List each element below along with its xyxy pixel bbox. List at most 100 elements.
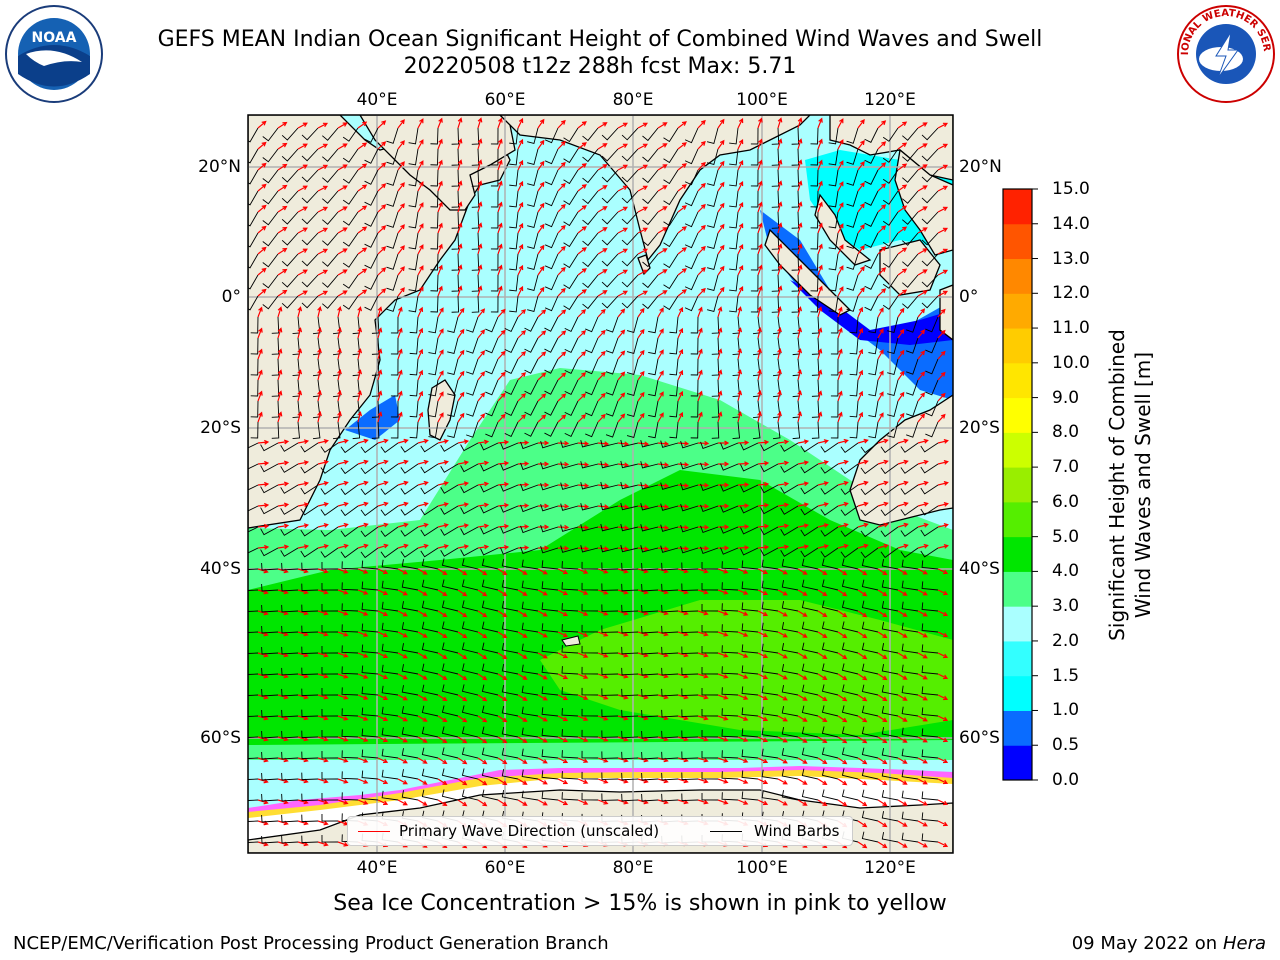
wave-direction-arrow <box>777 138 783 150</box>
wave-direction-arrow <box>717 327 723 339</box>
wave-direction-arrow <box>377 778 389 785</box>
wave-direction-arrow <box>597 350 606 360</box>
wave-direction-arrow <box>577 525 590 530</box>
wind-barb <box>466 316 479 333</box>
wave-direction-arrow <box>697 440 710 446</box>
wave-direction-arrow <box>897 522 909 528</box>
wave-direction-arrow <box>277 327 283 339</box>
wind-barb <box>260 442 279 452</box>
wind-barb <box>761 769 779 780</box>
wind-barb <box>840 547 859 559</box>
wave-direction-arrow <box>897 247 908 255</box>
wind-barb <box>641 583 659 592</box>
wind-barb <box>864 127 879 143</box>
wave-direction-arrow <box>417 286 424 297</box>
wave-direction-arrow <box>577 205 587 213</box>
wave-direction-arrow <box>497 460 510 466</box>
wave-direction-arrow <box>837 327 843 339</box>
wind-barb <box>900 547 919 558</box>
wave-direction-arrow <box>377 120 387 129</box>
wind-barb <box>741 644 759 654</box>
wave-direction-arrow <box>677 247 687 255</box>
wave-direction-arrow <box>697 673 709 679</box>
wind-barb <box>791 148 800 166</box>
wind-barb <box>471 295 480 313</box>
colorbar-label-line1: Significant Height of Combined <box>1105 329 1129 641</box>
wind-barb <box>711 379 720 397</box>
wind-barb <box>380 463 399 475</box>
wind-barb <box>341 645 359 654</box>
wind-barb <box>642 169 659 184</box>
wind-barb <box>681 688 699 696</box>
wave-direction-arrow <box>357 778 369 784</box>
wind-barb <box>621 253 639 267</box>
wind-barb <box>781 622 799 633</box>
wind-barb <box>248 127 259 143</box>
wave-direction-arrow <box>277 184 288 192</box>
wave-direction-arrow <box>857 203 865 213</box>
wave-direction-arrow <box>937 652 949 659</box>
wave-direction-arrow <box>457 370 465 381</box>
wind-barb <box>561 603 579 612</box>
wave-direction-arrow <box>897 799 908 806</box>
wave-direction-arrow <box>597 546 610 552</box>
wave-direction-arrow <box>397 652 408 659</box>
wave-direction-arrow <box>277 390 283 402</box>
wave-direction-arrow <box>837 181 844 192</box>
wind-barb <box>441 726 459 738</box>
wave-direction-arrow <box>837 778 848 786</box>
wave-direction-arrow <box>357 799 369 805</box>
wave-direction-arrow <box>757 502 770 508</box>
wave-direction-arrow <box>637 412 645 423</box>
wind-barb <box>921 253 939 267</box>
wave-direction-arrow <box>537 482 550 488</box>
wave-direction-arrow <box>777 439 790 445</box>
wave-direction-arrow <box>857 757 868 765</box>
wave-direction-arrow <box>337 459 349 465</box>
wave-direction-arrow <box>297 523 310 529</box>
wave-direction-arrow <box>317 694 329 700</box>
colorbar-segment <box>1003 223 1032 260</box>
wind-barb <box>706 169 719 187</box>
wind-barb <box>901 769 919 780</box>
colorbar-tick-label: 0.5 <box>1052 735 1080 756</box>
wave-direction-arrow <box>777 159 783 171</box>
wind-barb <box>821 642 839 654</box>
wave-direction-arrow <box>297 143 308 150</box>
colorbar-tick-label: 11.0 <box>1052 318 1090 339</box>
wind-barb <box>900 505 919 516</box>
wave-direction-arrow <box>817 652 828 660</box>
wave-direction-arrow <box>857 715 868 723</box>
wave-direction-arrow <box>777 589 788 596</box>
wave-direction-arrow <box>537 414 547 423</box>
wind-barb <box>260 505 279 515</box>
wave-direction-arrow <box>397 327 403 339</box>
wind-barb <box>561 750 579 759</box>
wave-direction-arrow <box>337 164 348 171</box>
wind-barb <box>700 462 719 471</box>
wind-barb <box>681 793 699 801</box>
wind-barb <box>821 621 839 633</box>
wave-direction-arrow <box>757 481 770 487</box>
wave-direction-arrow <box>297 820 309 826</box>
wind-barb <box>447 421 459 439</box>
wave-direction-arrow <box>597 206 608 213</box>
wind-barb <box>561 729 579 738</box>
wave-direction-arrow <box>557 524 570 530</box>
wind-barb <box>600 460 619 469</box>
wind-barb <box>401 559 419 570</box>
wind-barb <box>626 358 639 375</box>
wind-barb <box>430 211 439 229</box>
wave-direction-arrow <box>677 268 687 276</box>
wave-direction-arrow <box>917 820 928 827</box>
wave-direction-arrow <box>837 139 844 150</box>
wind-barb <box>390 337 399 355</box>
wind-barb <box>690 379 699 397</box>
wave-direction-arrow <box>817 523 829 528</box>
wave-direction-arrow <box>737 757 749 763</box>
wave-direction-arrow <box>797 327 803 339</box>
wind-barb <box>409 316 419 334</box>
wave-direction-arrow <box>797 715 808 722</box>
wind-barb <box>322 211 339 225</box>
wind-barb <box>621 793 639 802</box>
